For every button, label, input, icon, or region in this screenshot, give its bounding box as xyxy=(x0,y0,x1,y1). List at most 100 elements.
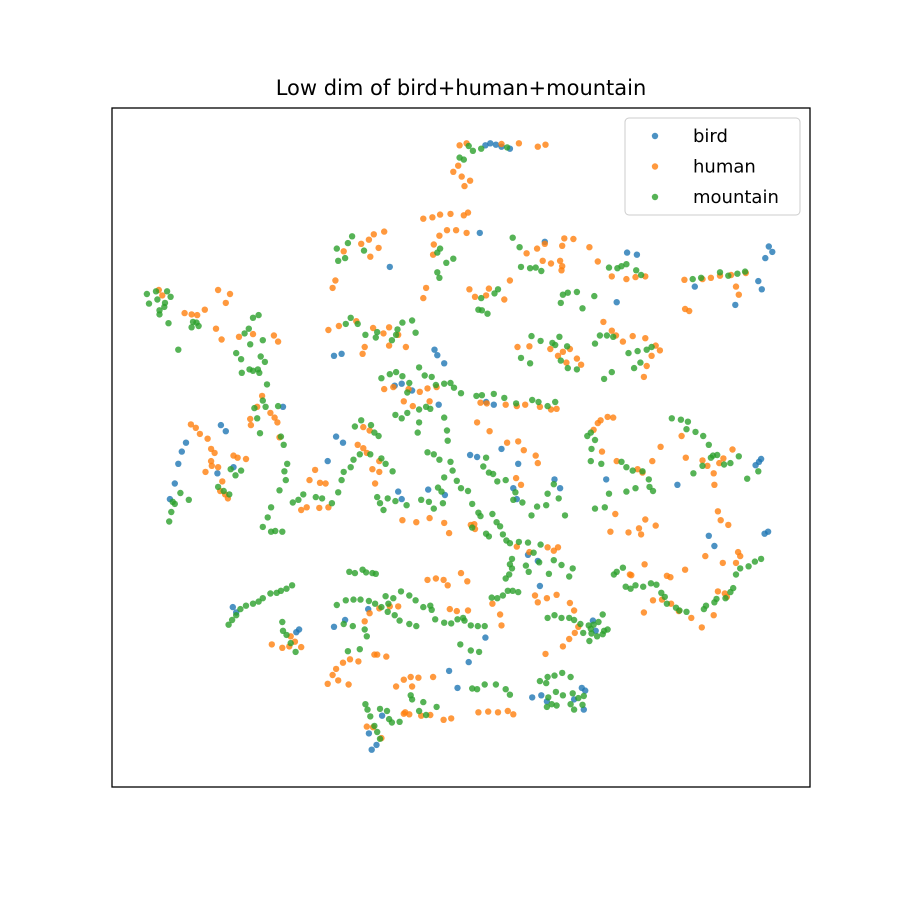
point-mountain xyxy=(287,639,294,647)
chart-title: Low dim of bird+human+mountain xyxy=(276,76,647,100)
point-mountain xyxy=(388,337,396,344)
point-human xyxy=(716,459,723,467)
point-mountain xyxy=(690,470,697,477)
point-mountain xyxy=(599,611,606,618)
point-mountain xyxy=(516,244,523,251)
point-mountain xyxy=(545,570,553,577)
point-mountain xyxy=(732,571,740,578)
point-human xyxy=(441,519,448,527)
legend-label-mountain: mountain xyxy=(693,187,779,208)
point-bird xyxy=(434,352,441,359)
point-mountain xyxy=(242,602,250,609)
point-mountain xyxy=(591,436,599,444)
point-mountain xyxy=(383,707,391,715)
point-mountain xyxy=(502,476,509,484)
point-mountain xyxy=(579,701,586,708)
point-mountain xyxy=(605,264,613,271)
point-mountain xyxy=(629,467,636,474)
point-human xyxy=(445,529,453,537)
point-human xyxy=(446,605,453,613)
point-mountain xyxy=(623,488,630,495)
point-human xyxy=(415,674,422,681)
point-human xyxy=(489,600,496,607)
point-human xyxy=(457,569,465,577)
point-human xyxy=(440,576,447,584)
point-bird xyxy=(757,455,765,463)
point-mountain xyxy=(396,617,403,624)
point-mountain xyxy=(348,233,356,240)
legend-label-bird: bird xyxy=(693,126,728,147)
point-human xyxy=(657,443,664,450)
point-mountain xyxy=(220,487,227,495)
point-mountain xyxy=(438,488,445,495)
point-bird xyxy=(330,352,338,359)
point-human xyxy=(400,398,407,405)
point-human xyxy=(375,244,382,252)
point-human xyxy=(422,284,430,292)
point-mountain xyxy=(587,429,594,436)
point-human xyxy=(363,723,370,730)
point-bird xyxy=(582,687,589,694)
point-human xyxy=(720,455,727,462)
point-mountain xyxy=(548,701,555,708)
point-bird xyxy=(487,140,494,147)
point-human xyxy=(732,283,740,290)
point-mountain xyxy=(467,647,474,654)
point-human xyxy=(623,275,630,283)
point-mountain xyxy=(603,332,611,339)
point-mountain xyxy=(362,569,370,576)
point-mountain xyxy=(683,608,690,615)
point-bird xyxy=(769,248,776,256)
point-mountain xyxy=(467,622,474,629)
legend-box xyxy=(624,117,801,216)
point-mountain xyxy=(341,254,349,262)
point-mountain xyxy=(478,392,486,399)
point-human xyxy=(553,405,560,412)
point-human xyxy=(432,575,440,582)
point-mountain xyxy=(625,349,632,357)
legend-label-human: human xyxy=(693,157,756,178)
point-bird xyxy=(498,445,505,453)
point-human xyxy=(485,285,493,292)
point-mountain xyxy=(551,672,558,679)
point-mountain xyxy=(443,427,451,434)
point-human xyxy=(732,559,740,567)
point-human xyxy=(553,591,560,598)
point-mountain xyxy=(464,487,472,495)
point-human xyxy=(455,162,462,169)
point-mountain xyxy=(494,286,502,293)
point-human xyxy=(502,401,509,408)
point-human xyxy=(298,506,305,514)
point-bird xyxy=(386,263,393,271)
point-bird xyxy=(214,470,221,477)
point-human xyxy=(536,403,544,410)
point-human xyxy=(311,466,319,474)
point-mountain xyxy=(725,272,732,279)
point-bird xyxy=(473,453,481,461)
point-mountain xyxy=(600,375,608,383)
point-mountain xyxy=(551,612,558,619)
point-mountain xyxy=(428,373,435,381)
point-bird xyxy=(711,542,718,550)
point-mountain xyxy=(457,390,465,397)
point-human xyxy=(477,399,484,406)
point-mountain xyxy=(392,331,400,338)
point-mountain xyxy=(482,454,490,461)
point-mountain xyxy=(544,614,551,622)
point-human xyxy=(420,215,427,222)
point-human xyxy=(717,517,724,524)
point-mountain xyxy=(237,605,244,613)
point-mountain xyxy=(384,495,391,502)
point-mountain xyxy=(233,612,240,619)
point-mountain xyxy=(283,585,290,592)
point-mountain xyxy=(585,622,592,629)
point-mountain xyxy=(722,595,729,602)
point-mountain xyxy=(396,718,403,725)
point-mountain xyxy=(618,458,625,465)
point-mountain xyxy=(737,565,744,572)
point-mountain xyxy=(457,485,465,492)
point-human xyxy=(430,241,437,248)
point-mountain xyxy=(420,698,427,706)
point-mountain xyxy=(367,713,374,720)
point-human xyxy=(345,681,352,688)
